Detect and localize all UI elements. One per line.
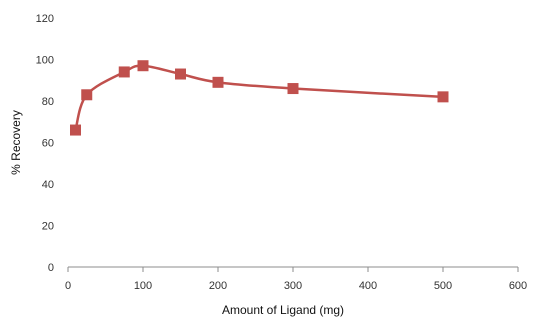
y-axis-title: % Recovery [9,110,23,175]
y-axis-ticks: 0 20 40 60 80 100 120 [36,13,54,274]
data-point-marker [212,76,224,88]
y-tick-label: 40 [42,179,54,191]
data-point-marker [81,89,93,101]
data-point-marker [287,83,299,95]
y-tick-label: 100 [36,55,54,67]
x-tick-label: 0 [65,280,71,292]
y-tick-label: 60 [42,138,54,150]
x-tick-label: 500 [434,280,452,292]
data-point-marker [437,91,449,103]
x-tick-label: 300 [284,280,302,292]
data-point-marker [70,124,81,136]
y-tick-label: 80 [42,96,54,108]
data-point-marker [118,66,130,78]
series-markers [70,60,449,136]
data-point-marker [137,60,149,72]
x-tick-label: 200 [209,280,227,292]
x-axis-title: Amount of Ligand (mg) [222,303,344,317]
x-tick-label: 100 [134,280,152,292]
data-point-marker [175,68,186,80]
y-tick-label: 0 [48,262,54,274]
series-line [74,64,445,132]
x-axis-ticks: 0 100 200 300 400 500 600 [65,267,527,292]
x-tick-label: 400 [359,280,377,292]
x-tick-label: 600 [509,280,527,292]
y-tick-label: 20 [42,221,54,233]
y-tick-label: 120 [36,13,54,25]
